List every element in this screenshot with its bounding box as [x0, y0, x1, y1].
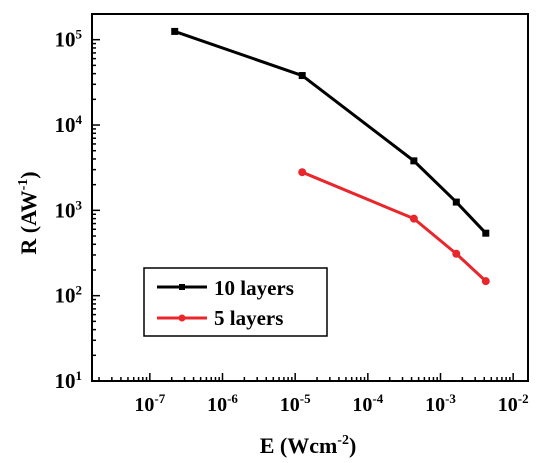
x-tick-label: 10-6	[207, 391, 238, 416]
x-axis-label: E (Wcm-2)	[260, 433, 357, 458]
data-point-10-layers	[452, 198, 460, 206]
legend: 10 layers 5 layers	[143, 267, 328, 337]
data-point-10-layers	[410, 157, 418, 165]
series-line-10-layers	[174, 29, 487, 235]
legend-marker-5-layers	[178, 314, 186, 322]
data-point-10-layers	[171, 27, 179, 35]
data-point-5-layers	[298, 168, 307, 177]
data-point-5-layers	[481, 277, 490, 286]
y-tick-label: 102	[55, 283, 83, 308]
x-axis-ticks: 10-7 10-6 10-5 10-4 10-3 10-2	[98, 373, 529, 416]
y-tick-label: 101	[55, 368, 83, 393]
y-tick-label: 103	[55, 197, 83, 222]
legend-box	[143, 267, 328, 337]
x-tick-label: 10-5	[280, 391, 311, 416]
x-tick-label: 10-3	[425, 391, 456, 416]
legend-label-10-layers: 10 layers	[214, 276, 294, 300]
data-point-5-layers	[452, 249, 461, 258]
data-point-5-layers	[409, 214, 418, 223]
x-tick-label: 10-7	[134, 391, 165, 416]
x-tick-label: 10-2	[498, 391, 529, 416]
y-axis-label: R (AW-1)	[16, 171, 41, 254]
series-layer	[171, 27, 490, 286]
data-point-10-layers	[298, 72, 306, 80]
y-axis-ticks: 101 102 103 104 105	[55, 13, 100, 393]
data-point-10-layers	[482, 229, 490, 237]
series-line-5-layers	[301, 170, 487, 283]
legend-marker-10-layers	[179, 284, 185, 290]
y-tick-label: 105	[55, 27, 83, 52]
x-tick-label: 10-4	[352, 391, 383, 416]
y-tick-label: 104	[55, 112, 83, 137]
plot-frame	[91, 13, 529, 382]
legend-label-5-layers: 5 layers	[214, 306, 283, 330]
